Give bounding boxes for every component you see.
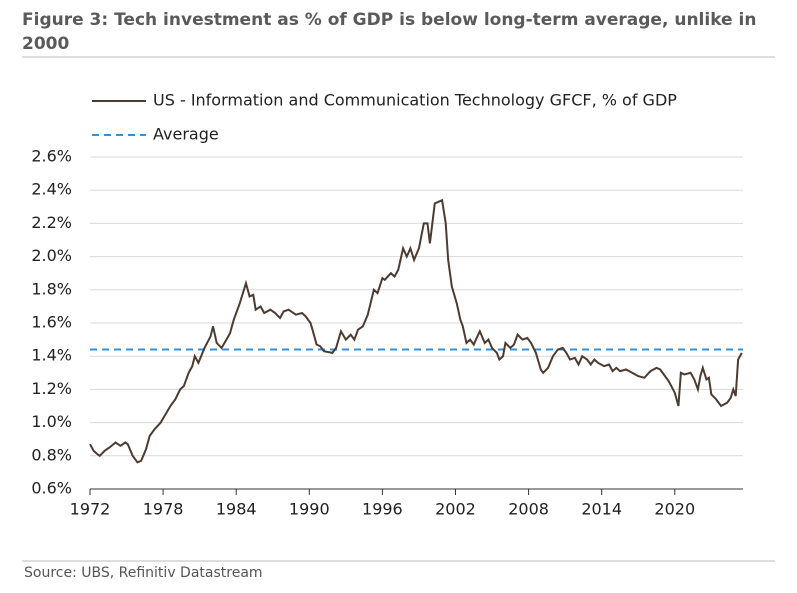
y-tick-label: 2.4% xyxy=(31,180,72,199)
x-tick-label: 1990 xyxy=(289,500,330,519)
y-tick-label: 1.4% xyxy=(31,346,72,365)
y-tick-label: 2.6% xyxy=(31,147,72,166)
legend-label: US - Information and Communication Techn… xyxy=(153,91,677,110)
chart-title: Figure 3: Tech investment as % of GDP is… xyxy=(22,10,757,54)
y-tick-label: 2.0% xyxy=(31,246,72,265)
x-tick-label: 2002 xyxy=(435,500,476,519)
series-line xyxy=(89,198,743,464)
x-tick-label: 1972 xyxy=(70,500,111,519)
y-tick-label: 0.6% xyxy=(31,479,72,498)
source: Source: UBS, Refinitiv Datastream xyxy=(24,565,263,581)
y-tick-label: 2.2% xyxy=(31,213,72,232)
x-tick-label: 2008 xyxy=(508,500,549,519)
x-tick-label: 2014 xyxy=(581,500,622,519)
legend-label: Average xyxy=(153,125,219,144)
x-tick-label: 1978 xyxy=(143,500,184,519)
x-tick-label: 1996 xyxy=(362,500,403,519)
y-tick-label: 1.8% xyxy=(31,279,72,298)
y-tick-label: 1.0% xyxy=(31,412,72,431)
x-tick-label: 2020 xyxy=(654,500,695,519)
y-tick-label: 0.8% xyxy=(31,445,72,464)
y-tick-label: 1.6% xyxy=(31,313,72,332)
x-tick-label: 1984 xyxy=(216,500,257,519)
y-tick-label: 1.2% xyxy=(31,379,72,398)
